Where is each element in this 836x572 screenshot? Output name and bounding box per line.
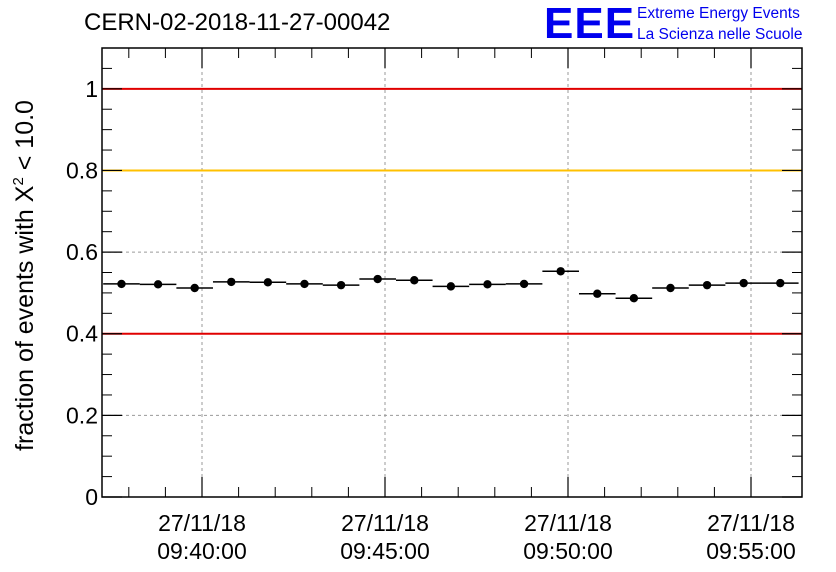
x-tick-label-time: 09:45:00 xyxy=(340,538,430,564)
chart-title: CERN-02-2018-11-27-00042 xyxy=(84,9,391,36)
data-point xyxy=(556,267,565,276)
y-tick-label: 0.4 xyxy=(66,321,98,347)
data-point xyxy=(629,294,639,303)
logo-line-1: Extreme Energy Events xyxy=(637,5,800,22)
x-tick-label-time: 09:55:00 xyxy=(706,538,796,564)
data-point xyxy=(666,283,675,293)
data-point xyxy=(190,283,199,293)
data-point xyxy=(593,289,602,298)
y-axis-label-suffix: < 10.0 xyxy=(11,100,39,177)
data-point xyxy=(153,280,163,289)
y-tick-label: 0.2 xyxy=(66,402,98,428)
data-point xyxy=(446,282,456,291)
data-point xyxy=(739,278,748,288)
x-tick-label-date: 27/11/18 xyxy=(341,510,429,536)
x-tick-label-time: 09:50:00 xyxy=(523,538,613,564)
data-point xyxy=(483,280,492,289)
reference-lines xyxy=(102,87,802,335)
data-point xyxy=(263,278,273,287)
data-series xyxy=(103,267,799,303)
data-point xyxy=(227,277,236,287)
data-point xyxy=(702,280,712,290)
logo-mark: EEE xyxy=(544,0,636,48)
y-axis-label-symbol: X xyxy=(11,185,39,202)
y-tick-label: 0.8 xyxy=(66,157,98,183)
y-tick-label: 0 xyxy=(85,484,98,510)
data-point xyxy=(336,280,346,290)
data-point xyxy=(300,279,309,289)
x-tick-label-date: 27/11/18 xyxy=(524,510,612,536)
data-point xyxy=(519,279,529,289)
logo-line-2: La Scienza nelle Scuole xyxy=(637,26,803,43)
y-axis-label-prefix: fraction of events with xyxy=(11,202,39,451)
data-point xyxy=(117,279,126,289)
y-axis-label: fraction of events with X2 < 10.0 xyxy=(10,100,39,451)
data-point xyxy=(776,278,785,288)
x-tick-label-time: 09:40:00 xyxy=(157,538,247,564)
axis-ticks xyxy=(102,47,802,498)
x-tick-label-date: 27/11/18 xyxy=(707,510,795,536)
axis-labels: 00.20.40.60.8127/11/1809:40:0027/11/1809… xyxy=(66,76,796,564)
x-tick-label-date: 27/11/18 xyxy=(158,510,246,536)
plot-frame xyxy=(101,47,803,498)
data-point xyxy=(373,274,382,284)
y-tick-label: 0.6 xyxy=(66,239,98,265)
data-point xyxy=(410,276,419,285)
y-axis-label-superscript: 2 xyxy=(10,177,27,185)
y-tick-label: 1 xyxy=(85,76,98,102)
grid xyxy=(102,48,802,497)
